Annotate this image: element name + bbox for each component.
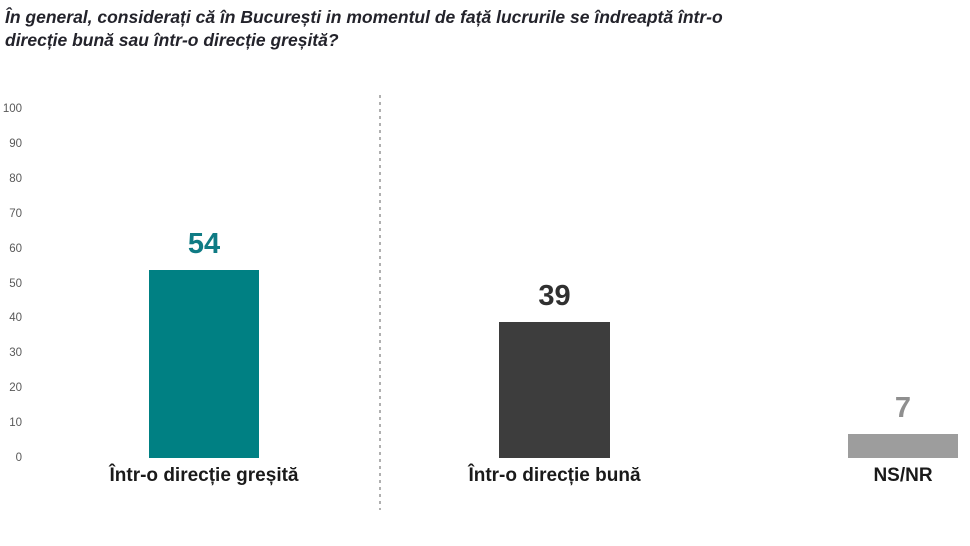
- bar-value-label: 7: [894, 392, 912, 424]
- y-axis: 100 90 80 70 60 50 40 30 20 10 0: [0, 0, 30, 546]
- y-axis-tick-label: 10: [9, 417, 22, 430]
- category-label: Într-o direcție bună: [468, 465, 641, 486]
- y-axis-tick-label: 100: [2, 103, 22, 115]
- bar-value-label: 39: [538, 280, 571, 312]
- chart-title-line2: direcție bună sau într-o direcție greșit…: [5, 30, 339, 50]
- y-axis-tick-label: 30: [9, 347, 22, 360]
- y-axis-tick-label: 40: [9, 312, 22, 325]
- y-axis-tick-label: 90: [9, 137, 22, 150]
- bar-3: [848, 434, 958, 458]
- category-label: NS/NR: [873, 465, 933, 486]
- y-axis-tick-label: 0: [15, 452, 22, 464]
- chart-title: În general, considerați că în București …: [5, 6, 745, 52]
- bar-1: [149, 270, 259, 458]
- y-axis-tick-label: 20: [9, 382, 22, 395]
- y-axis-tick-label: 50: [9, 277, 22, 290]
- bar-value-label: 54: [187, 228, 221, 260]
- y-axis-tick-label: 70: [9, 207, 22, 220]
- chart-title-line1: În general, considerați că în București …: [5, 7, 723, 27]
- category-label: Într-o direcție greșită: [109, 465, 299, 486]
- y-axis-tick-label: 60: [9, 242, 22, 255]
- bar-2: [499, 322, 610, 458]
- y-axis-tick-label: 80: [9, 172, 22, 185]
- dotted-divider-line: [379, 95, 381, 510]
